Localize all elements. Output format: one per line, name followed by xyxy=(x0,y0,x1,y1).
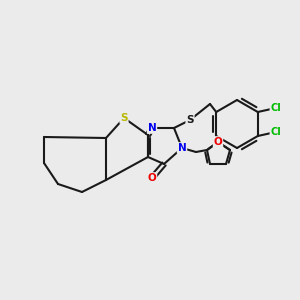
Text: Cl: Cl xyxy=(270,127,281,137)
Text: S: S xyxy=(120,113,128,123)
Text: N: N xyxy=(178,143,186,153)
Text: Cl: Cl xyxy=(270,103,281,113)
Text: S: S xyxy=(186,115,194,125)
Text: N: N xyxy=(148,123,156,133)
Text: O: O xyxy=(148,173,156,183)
Text: O: O xyxy=(214,137,222,147)
